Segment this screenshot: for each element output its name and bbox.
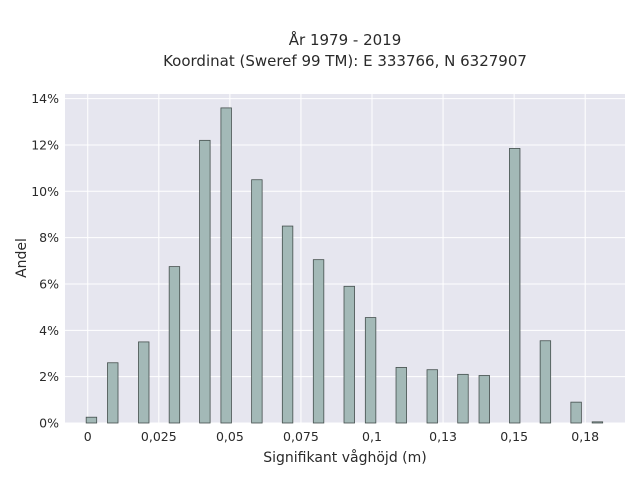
x-tick-label: 0,075	[283, 429, 319, 444]
bars	[85, 107, 604, 424]
x-tick-label: 0	[84, 429, 92, 444]
bar	[343, 285, 355, 424]
y-axis-label: Andel	[14, 238, 30, 278]
x-tick-label: 0,05	[216, 429, 244, 444]
y-tick-label: 2%	[39, 369, 59, 384]
bar	[509, 148, 521, 424]
y-tick-label: 14%	[31, 91, 59, 106]
bar	[478, 375, 490, 424]
bar	[138, 341, 150, 424]
x-axis-label: Signifikant våghöjd (m)	[263, 449, 426, 466]
bar	[251, 179, 263, 424]
bar	[220, 107, 232, 424]
y-tick-label: 6%	[39, 276, 59, 291]
bar	[426, 369, 438, 424]
chart-title-line1: År 1979 - 2019	[289, 30, 402, 49]
bar	[281, 225, 294, 424]
y-tick-label: 0%	[39, 416, 59, 431]
bar	[591, 421, 604, 424]
x-tick-label: 0,1	[362, 429, 382, 444]
y-tick-labels: 0% 2% 4% 6% 8% 10% 12% 14%	[31, 91, 59, 430]
x-tick-label: 0,025	[141, 429, 177, 444]
chart-title-line2: Koordinat (Sweref 99 TM): E 333766, N 63…	[163, 52, 527, 70]
x-tick-label: 0,15	[500, 429, 528, 444]
bar	[168, 266, 181, 424]
bar	[199, 139, 211, 424]
y-tick-label: 4%	[39, 323, 59, 338]
bar	[570, 401, 582, 424]
bar	[539, 340, 552, 424]
bar	[85, 416, 98, 424]
bar	[395, 366, 407, 424]
y-tick-label: 10%	[31, 184, 59, 199]
x-tick-labels: 0 0,025 0,05 0,075 0,1 0,13 0,15 0,18	[84, 429, 599, 444]
bar	[364, 317, 377, 424]
y-tick-label: 12%	[31, 137, 59, 152]
bar	[107, 362, 119, 424]
bar	[457, 373, 469, 424]
x-tick-label: 0,13	[429, 429, 457, 444]
y-tick-label: 8%	[39, 230, 59, 245]
x-tick-label: 0,18	[571, 429, 599, 444]
bar	[312, 259, 325, 424]
